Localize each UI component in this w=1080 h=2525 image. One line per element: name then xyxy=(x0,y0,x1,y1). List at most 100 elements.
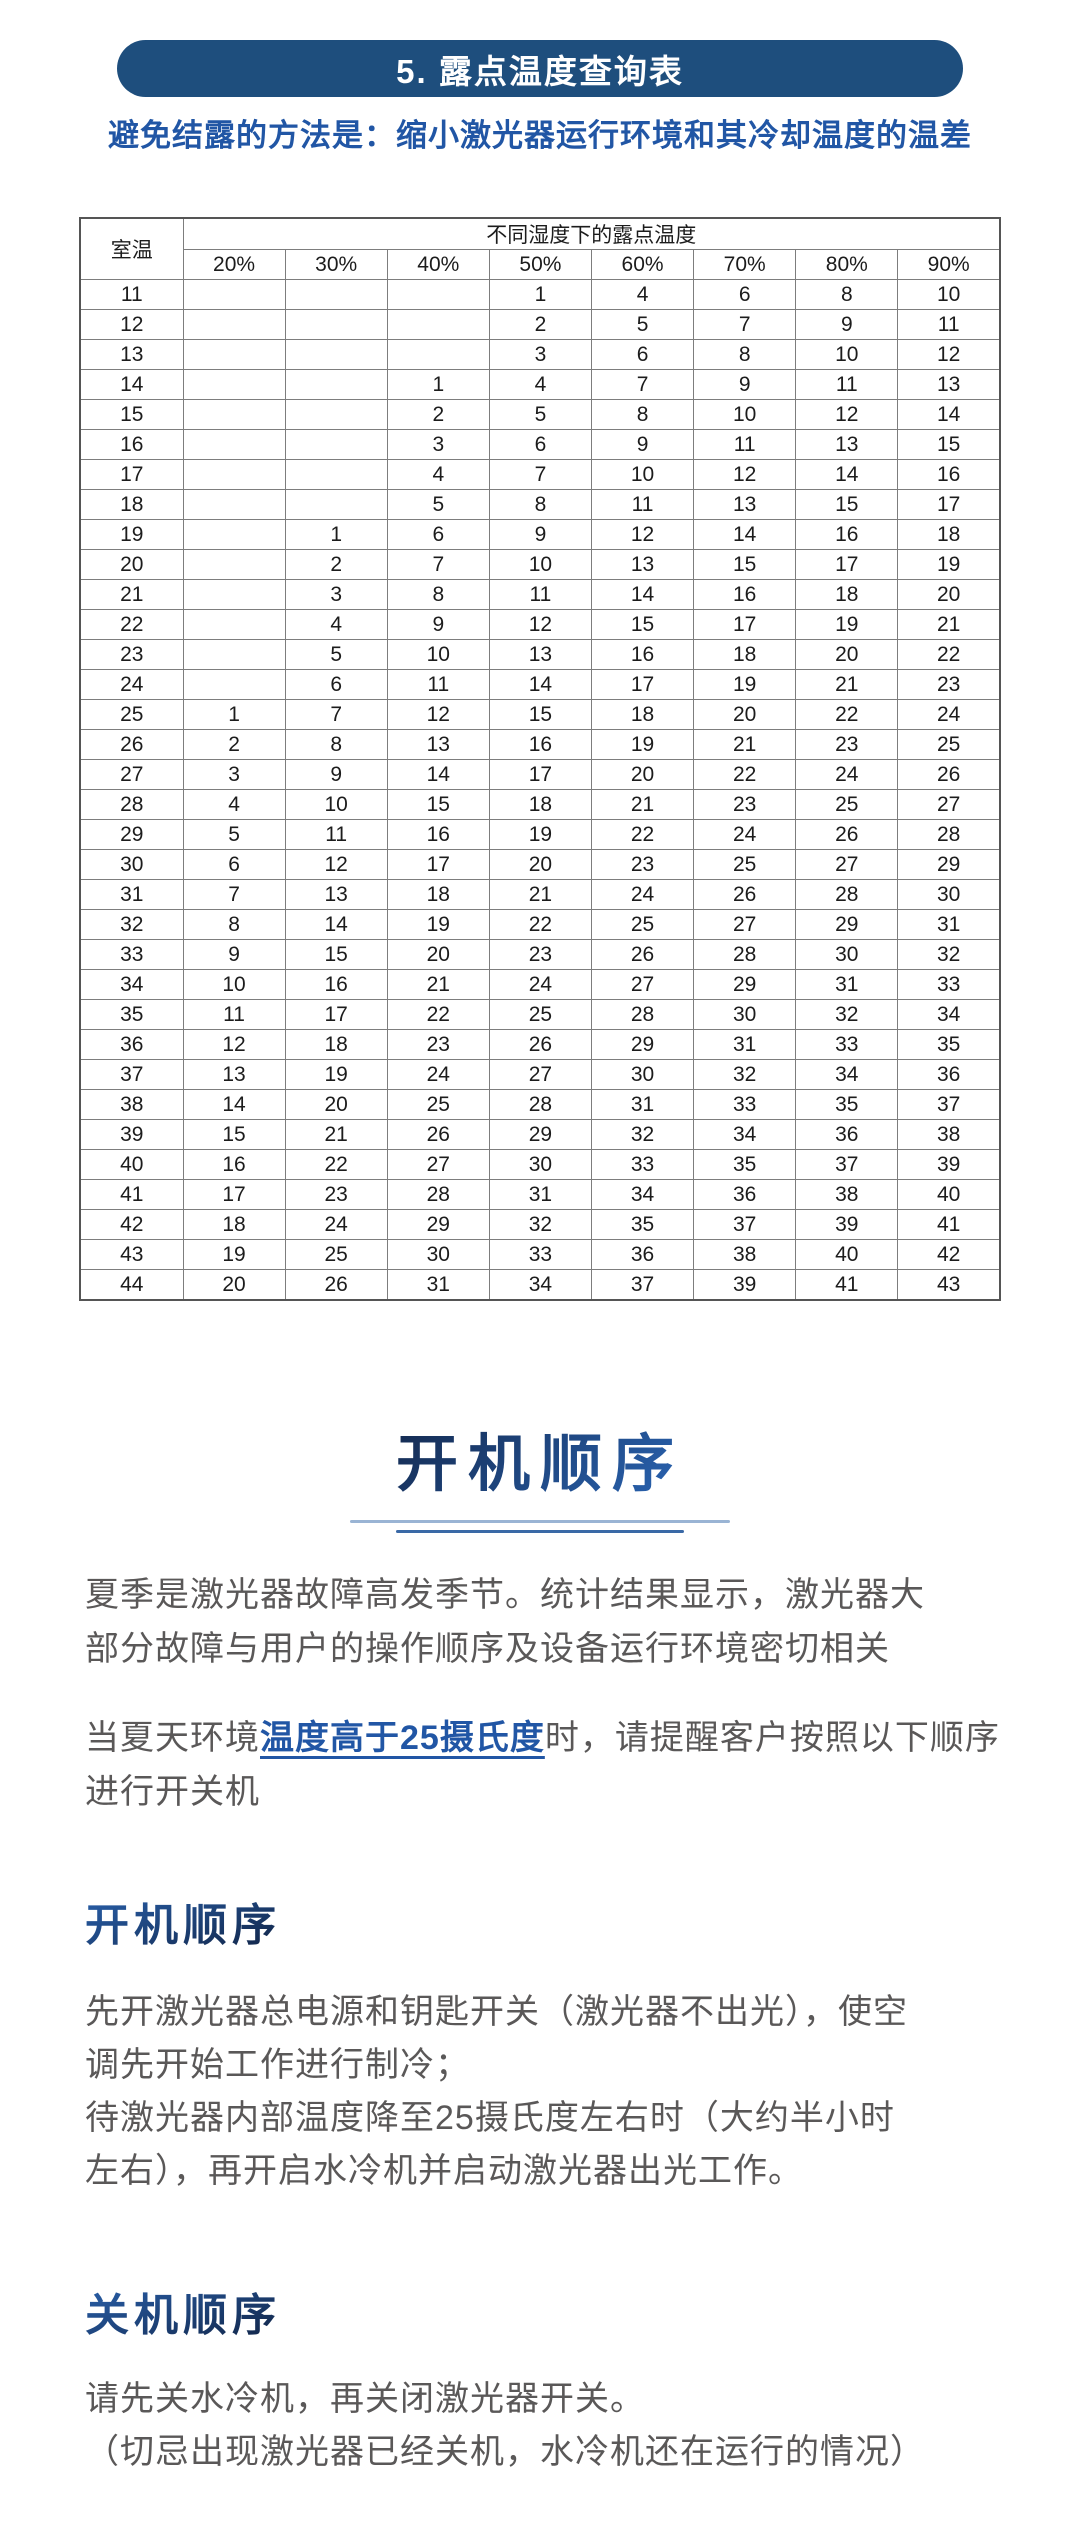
dew-cell: 24 xyxy=(284,1209,388,1240)
dew-cell: 27 xyxy=(590,969,695,1000)
dew-cell: 19 xyxy=(693,669,797,700)
dew-cell xyxy=(284,489,388,520)
dew-cell: 13 xyxy=(488,639,593,670)
dew-cell: 21 xyxy=(284,1119,388,1150)
power-on-heading-text: 开机顺序 xyxy=(85,1889,281,1953)
dew-cell: 29 xyxy=(590,1029,695,1060)
room-temp-cell: 35 xyxy=(79,999,184,1030)
dew-cell: 32 xyxy=(897,939,1001,970)
dew-cell: 18 xyxy=(386,879,490,910)
table-row: 19 1 6 9 12 14 16 18 xyxy=(79,519,1001,550)
power-on-heading: 开机顺序 xyxy=(0,1889,1080,1953)
table-row: 16 3 6 9 11 13 15 xyxy=(79,429,1001,460)
dew-cell: 39 xyxy=(795,1209,899,1240)
dew-cell: 22 xyxy=(284,1149,388,1180)
dew-cell: 20 xyxy=(897,579,1001,610)
dew-cell: 22 xyxy=(386,999,490,1030)
table-span-header: 不同湿度下的露点温度 xyxy=(182,217,1001,250)
dew-cell: 13 xyxy=(897,369,1001,400)
dew-cell: 10 xyxy=(284,789,388,820)
room-temp-cell: 22 xyxy=(79,609,184,640)
dew-cell: 26 xyxy=(386,1119,490,1150)
dew-cell: 5 xyxy=(386,489,490,520)
room-temp-cell: 15 xyxy=(79,399,184,430)
dew-cell: 22 xyxy=(488,909,593,940)
room-temp-cell: 27 xyxy=(79,759,184,790)
room-temp-cell: 44 xyxy=(79,1269,184,1301)
humidity-header: 30% xyxy=(284,249,388,280)
dew-cell: 30 xyxy=(795,939,899,970)
dew-cell: 24 xyxy=(590,879,695,910)
dew-cell: 26 xyxy=(590,939,695,970)
dew-cell: 9 xyxy=(693,369,797,400)
dew-cell: 28 xyxy=(590,999,695,1030)
title-pill: 5. 露点温度查询表 xyxy=(117,40,963,97)
dew-cell xyxy=(386,279,490,310)
dew-cell: 9 xyxy=(795,309,899,340)
dew-cell: 15 xyxy=(386,789,490,820)
dew-cell: 9 xyxy=(386,609,490,640)
dew-cell: 24 xyxy=(897,699,1001,730)
table-row: 34 10 16 21 24 27 29 31 33 xyxy=(79,969,1001,1000)
dew-cell: 10 xyxy=(590,459,695,490)
dew-cell: 18 xyxy=(284,1029,388,1060)
dew-point-table: 室温 不同湿度下的露点温度 20% 30% 40% 50% 60% 70% 80% 90% 1… xyxy=(79,217,1001,1301)
dew-cell: 11 xyxy=(795,369,899,400)
dew-cell: 18 xyxy=(795,579,899,610)
dew-cell: 2 xyxy=(488,309,593,340)
dew-point-table-wrap: 室温 不同湿度下的露点温度 20% 30% 40% 50% 60% 70% 80% 90% 1… xyxy=(79,217,1001,1301)
dew-cell: 11 xyxy=(693,429,797,460)
dew-cell: 15 xyxy=(693,549,797,580)
dew-cell: 36 xyxy=(693,1179,797,1210)
dew-cell: 16 xyxy=(795,519,899,550)
dew-cell: 8 xyxy=(284,729,388,760)
dew-cell: 1 xyxy=(488,279,593,310)
dew-cell: 12 xyxy=(693,459,797,490)
dew-cell: 20 xyxy=(488,849,593,880)
room-temp-cell: 41 xyxy=(79,1179,184,1210)
dew-cell: 18 xyxy=(182,1209,286,1240)
room-temp-cell: 21 xyxy=(79,579,184,610)
dew-cell: 22 xyxy=(897,639,1001,670)
dew-cell: 34 xyxy=(488,1269,593,1301)
dew-cell: 12 xyxy=(897,339,1001,370)
dew-cell: 2 xyxy=(182,729,286,760)
dew-cell: 9 xyxy=(182,939,286,970)
dew-cell: 30 xyxy=(590,1059,695,1090)
dew-cell: 9 xyxy=(284,759,388,790)
room-temp-cell: 34 xyxy=(79,969,184,1000)
table-row: 12 2 5 7 9 11 xyxy=(79,309,1001,340)
dew-cell: 4 xyxy=(488,369,593,400)
room-temp-cell: 40 xyxy=(79,1149,184,1180)
dew-cell: 5 xyxy=(284,639,388,670)
table-row: 11 1 4 6 8 10 xyxy=(79,279,1001,310)
dew-cell: 24 xyxy=(488,969,593,1000)
table-row: 33 9 15 20 23 26 28 30 32 xyxy=(79,939,1001,970)
table-row: 44 20 26 31 34 37 39 41 43 xyxy=(79,1269,1001,1301)
dew-cell: 8 xyxy=(795,279,899,310)
dew-cell: 11 xyxy=(386,669,490,700)
dew-cell: 29 xyxy=(488,1119,593,1150)
dew-cell xyxy=(182,339,286,370)
humidity-header: 90% xyxy=(897,249,1001,280)
dew-cell: 19 xyxy=(897,549,1001,580)
dew-cell: 24 xyxy=(386,1059,490,1090)
table-row: 41 17 23 28 31 34 36 38 40 xyxy=(79,1179,1001,1210)
dew-cell: 14 xyxy=(693,519,797,550)
dew-cell: 5 xyxy=(488,399,593,430)
humidity-header: 70% xyxy=(693,249,797,280)
dew-cell: 23 xyxy=(386,1029,490,1060)
dew-cell: 22 xyxy=(693,759,797,790)
dew-cell: 4 xyxy=(182,789,286,820)
dew-cell xyxy=(182,669,286,700)
room-temp-cell: 31 xyxy=(79,879,184,910)
dew-cell: 27 xyxy=(795,849,899,880)
dew-cell: 27 xyxy=(693,909,797,940)
table-header-row-2: 20% 30% 40% 50% 60% 70% 80% 90% xyxy=(80,249,1001,280)
dew-cell: 12 xyxy=(284,849,388,880)
dew-cell: 15 xyxy=(182,1119,286,1150)
table-row: 30 6 12 17 20 23 25 27 29 xyxy=(79,849,1001,880)
humidity-header: 80% xyxy=(795,249,899,280)
dew-cell: 24 xyxy=(693,819,797,850)
dew-cell: 16 xyxy=(693,579,797,610)
